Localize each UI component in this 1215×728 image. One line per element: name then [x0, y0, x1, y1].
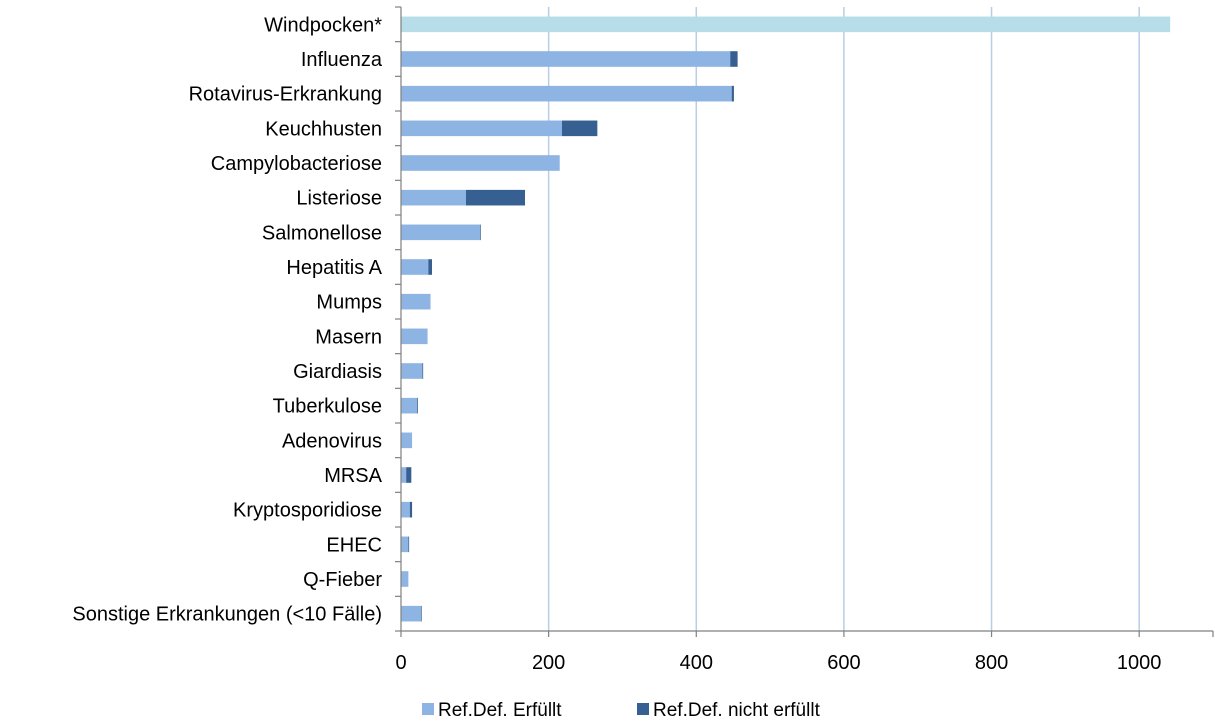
category-label: Listeriose [296, 188, 382, 210]
bar-s0-1 [401, 51, 731, 67]
bar-s1-14 [409, 501, 413, 518]
bar-s0-3 [401, 120, 562, 137]
category-label: Hepatitis A [286, 257, 382, 279]
bar-s0-6 [401, 224, 480, 241]
bar-s0-17 [401, 605, 421, 622]
x-tick-label: 600 [827, 652, 860, 674]
bar-s1-5 [465, 189, 526, 206]
category-label: Adenovirus [282, 430, 382, 452]
bar-s1-1 [730, 51, 738, 67]
bar-s0-12 [401, 432, 413, 449]
category-label: Tuberkulose [273, 396, 382, 418]
category-label: Q-Fieber [303, 569, 382, 591]
bar-s1-11 [417, 397, 418, 414]
bar-s0-11 [401, 397, 418, 414]
bar-s0-7 [401, 259, 429, 275]
category-label: Keuchhusten [265, 118, 382, 140]
bar-s0-2 [401, 85, 732, 102]
axes [395, 6, 1214, 637]
category-label: Salmonellose [262, 222, 382, 244]
bar-s1-10 [422, 363, 424, 379]
x-tick-label: 400 [680, 652, 713, 674]
legend: Ref.Def. Erfüllt Ref.Def. nicht erfüllt [422, 700, 821, 721]
bars [401, 16, 1171, 622]
x-tick-label: 1000 [1117, 652, 1162, 674]
category-labels: Windpocken* Influenza Rotavirus-Erkrankung… [72, 14, 383, 625]
x-tick-label: 800 [975, 652, 1008, 674]
x-tick-labels: 0 200 400 600 800 1000 [395, 652, 1161, 674]
bar-s1-15 [408, 536, 410, 553]
bar-s1-3 [561, 120, 598, 137]
x-tick-label: 200 [532, 652, 565, 674]
bar-s0-8 [401, 293, 431, 310]
category-label: Campylobacteriose [211, 153, 382, 175]
category-label: Sonstige Erkrankungen (<10 Fälle) [72, 604, 382, 626]
category-label: Rotavirus-Erkrankung [189, 84, 382, 106]
bar-s0-10 [401, 363, 423, 379]
legend-swatch-1 [637, 703, 649, 715]
bar-s0-16 [401, 571, 409, 587]
category-label: Mumps [316, 292, 382, 314]
bar-s0-9 [401, 328, 428, 345]
category-label: Windpocken* [264, 14, 382, 36]
category-label: Influenza [301, 49, 383, 71]
bar-s1-17 [420, 605, 422, 622]
bar-s0-4 [401, 155, 560, 171]
category-label: Giardiasis [293, 361, 382, 383]
gridlines [547, 7, 1140, 631]
category-label: Masern [315, 326, 382, 348]
bar-s1-13 [406, 467, 412, 483]
legend-swatch-0 [422, 703, 434, 715]
bar-s0-13 [401, 467, 407, 483]
category-label: Kryptosporidiose [233, 500, 382, 522]
category-label: MRSA [324, 465, 382, 487]
bar-s0-14 [401, 501, 410, 518]
legend-label-1: Ref.Def. nicht erfüllt [653, 700, 821, 721]
legend-label-0: Ref.Def. Erfüllt [438, 700, 562, 721]
bar-s1-6 [479, 224, 481, 241]
category-label: EHEC [326, 534, 382, 556]
bar-s0-15 [401, 536, 409, 553]
bar-s1-2 [731, 85, 734, 102]
bar-s0-5 [401, 189, 466, 206]
x-tick-label: 0 [395, 652, 406, 674]
bar-special-0 [401, 16, 1171, 33]
bar-s1-7 [428, 259, 433, 275]
